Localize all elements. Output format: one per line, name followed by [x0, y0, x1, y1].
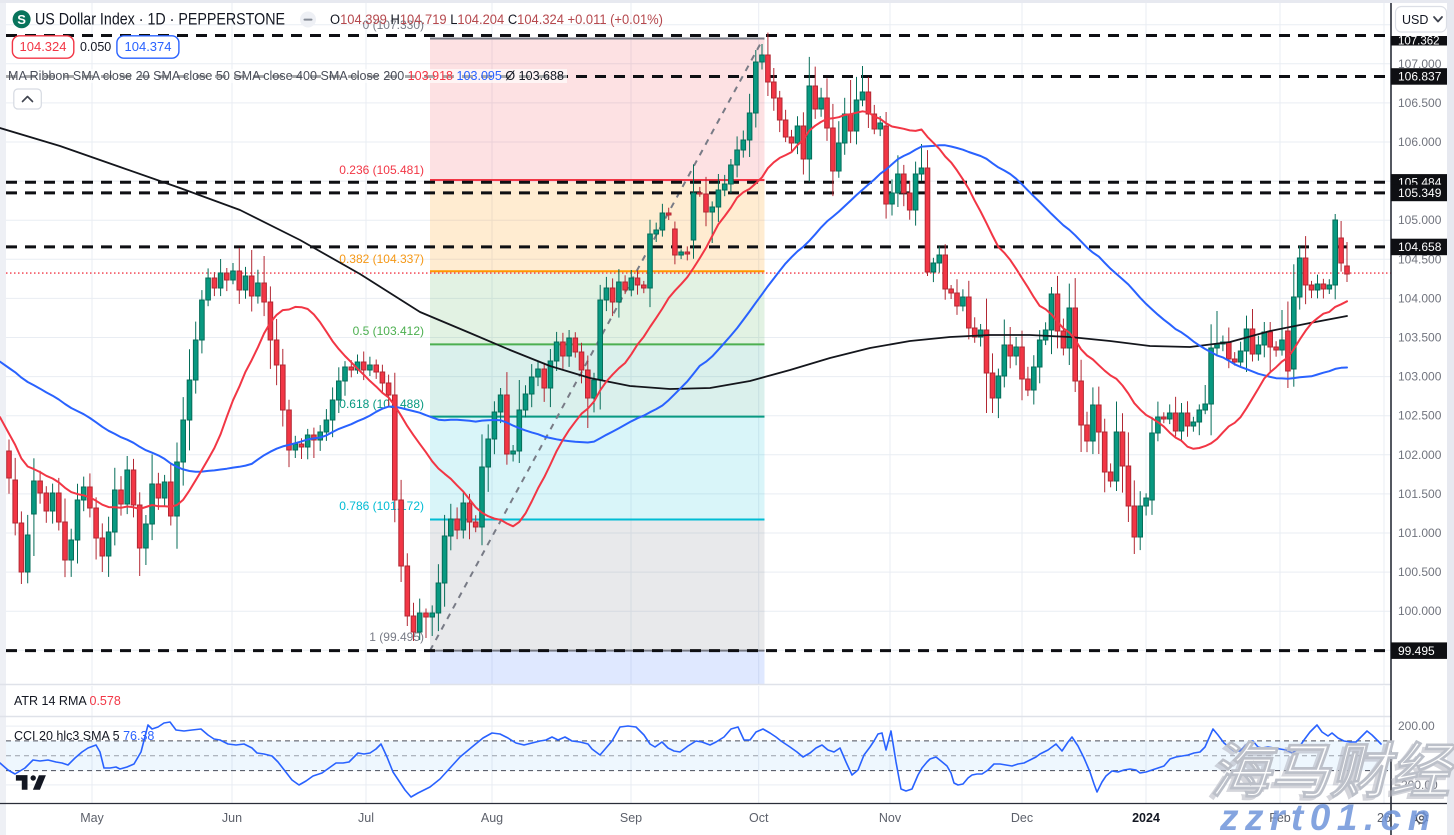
svg-text:105.000: 105.000: [1398, 213, 1442, 227]
svg-text:Aug: Aug: [481, 811, 503, 825]
svg-text:0.382 (104.337): 0.382 (104.337): [339, 252, 424, 266]
svg-text:0 (107.330): 0 (107.330): [363, 18, 424, 32]
svg-text:2024: 2024: [1132, 811, 1160, 825]
svg-text:104.000: 104.000: [1398, 291, 1442, 305]
svg-text:102.000: 102.000: [1398, 448, 1442, 462]
svg-text:May: May: [80, 811, 104, 825]
svg-text:26: 26: [1377, 811, 1391, 825]
svg-text:O104.399 H104.719 L104.204 C10: O104.399 H104.719 L104.204 C104.324 +0.0…: [330, 12, 663, 27]
svg-text:107.362: 107.362: [1398, 36, 1440, 48]
svg-text:101.500: 101.500: [1398, 487, 1442, 501]
svg-text:104.658: 104.658: [1398, 240, 1442, 254]
svg-text:Jul: Jul: [358, 811, 374, 825]
svg-text:MA Ribbon SMA close 20 SMA clo: MA Ribbon SMA close 20 SMA close 50 SMA …: [8, 68, 564, 83]
svg-text:CCI 20 hlc3 SMA 5 76.38: CCI 20 hlc3 SMA 5 76.38: [14, 729, 154, 743]
svg-text:0.050: 0.050: [80, 40, 111, 54]
svg-text:103.000: 103.000: [1398, 370, 1442, 384]
svg-text:104.500: 104.500: [1398, 252, 1442, 266]
svg-text:Jun: Jun: [222, 811, 242, 825]
svg-text:海马财经: 海马财经: [1210, 738, 1454, 805]
svg-text:0.786 (101.172): 0.786 (101.172): [339, 499, 424, 513]
svg-text:101.000: 101.000: [1398, 526, 1442, 540]
svg-text:104.374: 104.374: [125, 39, 172, 54]
svg-text:Dec: Dec: [1011, 811, 1033, 825]
svg-text:105.349: 105.349: [1398, 186, 1442, 200]
svg-text:106.837: 106.837: [1398, 70, 1442, 84]
svg-text:99.495: 99.495: [1398, 644, 1435, 658]
svg-text:US Dollar Index · 1D · PEPPERS: US Dollar Index · 1D · PEPPERSTONE: [35, 10, 285, 29]
svg-text:107.000: 107.000: [1398, 57, 1442, 71]
svg-text:海马财经: 海马财经: [1206, 741, 1453, 808]
svg-text:−200.00: −200.00: [1394, 778, 1438, 792]
svg-text:200.00: 200.00: [1398, 719, 1435, 733]
svg-text:ATR 14 RMA 0.578: ATR 14 RMA 0.578: [14, 694, 121, 708]
svg-text:1 (99.495): 1 (99.495): [369, 630, 424, 644]
svg-text:0.236 (105.481): 0.236 (105.481): [339, 163, 424, 177]
svg-text:Feb: Feb: [1269, 811, 1291, 825]
svg-text:106.000: 106.000: [1398, 135, 1442, 149]
svg-text:100.500: 100.500: [1398, 565, 1442, 579]
svg-text:0.5 (103.412): 0.5 (103.412): [353, 324, 424, 338]
svg-text:106.500: 106.500: [1398, 96, 1442, 110]
svg-text:USD: USD: [1402, 13, 1428, 27]
svg-text:Nov: Nov: [879, 811, 902, 825]
svg-text:S: S: [17, 12, 26, 27]
svg-text:Oct: Oct: [749, 811, 769, 825]
svg-text:102.500: 102.500: [1398, 409, 1442, 423]
svg-text:104.324: 104.324: [20, 39, 67, 54]
svg-text:100.000: 100.000: [1398, 604, 1442, 618]
svg-text:Sep: Sep: [620, 811, 642, 825]
svg-text:zzrt01.cn: zzrt01.cn: [1219, 797, 1437, 835]
svg-text:103.500: 103.500: [1398, 331, 1442, 345]
